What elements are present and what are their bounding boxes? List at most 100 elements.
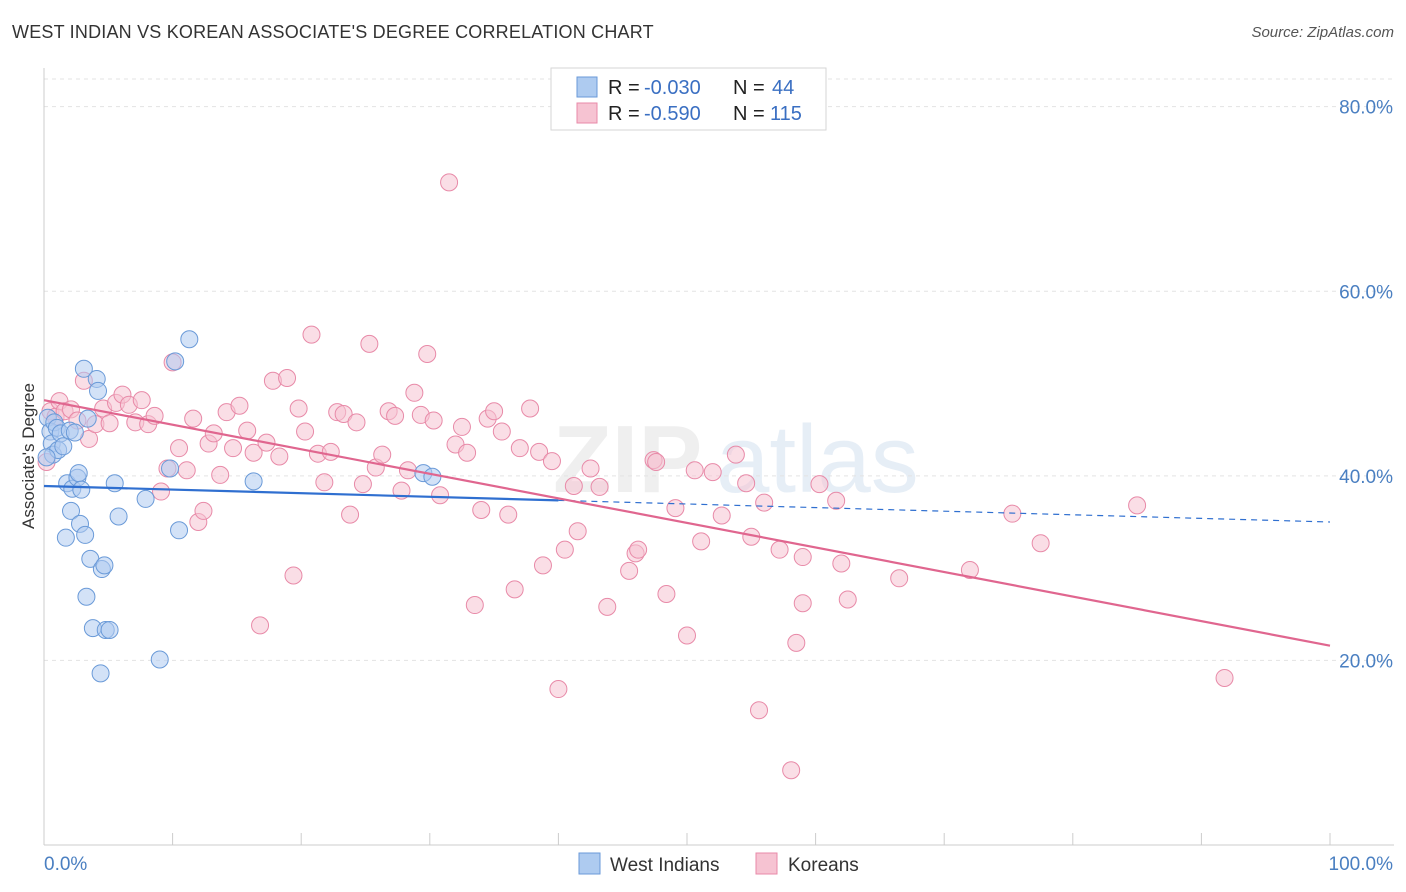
- watermark: ZIP atlas: [553, 406, 919, 513]
- korean-point: [177, 461, 196, 480]
- korean-point: [373, 445, 392, 464]
- korean-point: [568, 522, 587, 541]
- korean-point: [542, 452, 561, 471]
- korean-point: [703, 463, 722, 482]
- west-indian-trend-solid: [43, 484, 559, 502]
- korean-point: [505, 580, 524, 599]
- korean-point: [1031, 534, 1050, 553]
- korean-point: [629, 540, 648, 559]
- watermark-zip: ZIP: [553, 406, 702, 513]
- korean-point: [598, 597, 617, 616]
- bottom-legend-label-koreans: Koreans: [788, 855, 859, 876]
- korean-point: [838, 590, 857, 609]
- west-indian-point: [91, 664, 110, 683]
- korean-point: [341, 505, 360, 524]
- korean-point: [521, 399, 540, 418]
- korean-point: [678, 626, 696, 645]
- korean-point: [492, 422, 511, 441]
- y-tick-label: 40.0%: [1339, 467, 1393, 488]
- korean-point: [347, 413, 366, 432]
- west-indian-point: [95, 556, 114, 575]
- korean-point: [737, 474, 756, 493]
- korean-point: [770, 540, 789, 559]
- korean-point: [510, 439, 529, 458]
- west-indian-point: [244, 472, 263, 491]
- korean-point: [211, 465, 230, 484]
- legend-swatch-west-indians: [576, 76, 598, 98]
- korean-point: [452, 417, 471, 436]
- korean-point: [712, 506, 731, 525]
- korean-point: [440, 173, 459, 192]
- y-axis-tick-labels: 20.0% 40.0% 60.0% 80.0%: [1339, 98, 1393, 673]
- y-tick-label: 20.0%: [1339, 651, 1393, 672]
- korean-point: [289, 399, 308, 418]
- west-indian-point: [170, 521, 189, 540]
- korean-point: [810, 475, 829, 494]
- bottom-legend-label-west-indians: West Indians: [610, 855, 719, 876]
- y-axis-label: Associate's Degree: [19, 383, 38, 529]
- korean-point: [1215, 668, 1234, 687]
- west-indian-point: [89, 381, 108, 400]
- korean-point: [238, 421, 257, 440]
- korean-point: [793, 548, 812, 567]
- korean-point: [533, 556, 552, 575]
- y-tick-label: 80.0%: [1339, 98, 1393, 119]
- bottom-legend-swatch-west-indians: [578, 852, 601, 875]
- korean-point: [334, 405, 353, 424]
- legend-r-value-1: -0.030: [644, 77, 701, 99]
- korean-point: [170, 439, 189, 458]
- korean-point: [787, 633, 806, 652]
- korean-point: [590, 477, 609, 496]
- legend-n-value-2: 115: [770, 103, 802, 125]
- korean-point: [152, 482, 171, 501]
- korean-point: [360, 334, 379, 353]
- korean-point: [353, 475, 372, 494]
- y-tick-label: 60.0%: [1339, 282, 1393, 303]
- west-indian-point: [100, 620, 119, 639]
- korean-points: [37, 173, 1234, 780]
- legend-r-value-2: -0.590: [644, 103, 701, 125]
- west-indian-point: [62, 501, 81, 520]
- west-indian-point: [76, 525, 95, 544]
- korean-point: [555, 540, 574, 559]
- x-axis-ticks: [43, 833, 1331, 845]
- korean-point: [224, 439, 243, 458]
- chart-title: WEST INDIAN VS KOREAN ASSOCIATE'S DEGREE…: [12, 22, 654, 42]
- west-indian-point: [180, 330, 199, 349]
- source-label: Source: ZipAtlas.com: [1251, 24, 1394, 41]
- korean-point: [315, 473, 334, 492]
- legend-r-label-2: R =: [608, 103, 640, 125]
- korean-point: [782, 761, 801, 780]
- korean-point: [890, 569, 909, 588]
- west-indian-point: [109, 507, 128, 526]
- korean-point: [657, 584, 676, 603]
- x-tick-label-max: 100.0%: [1329, 854, 1394, 875]
- korean-point: [278, 369, 297, 388]
- korean-trend: [43, 399, 1331, 647]
- west-indian-trend-dashed: [558, 499, 1331, 523]
- korean-point: [284, 566, 303, 585]
- korean-point: [499, 505, 518, 524]
- west-indian-points: [37, 330, 442, 683]
- x-tick-label-min: 0.0%: [44, 854, 87, 875]
- trend-lines: [43, 399, 1331, 647]
- correlation-legend: R = -0.030 N = 44 R = -0.590 N = 115: [550, 67, 827, 131]
- watermark-atlas: atlas: [716, 406, 919, 513]
- korean-point: [793, 594, 812, 613]
- korean-point: [750, 701, 769, 720]
- west-indian-point: [74, 359, 93, 378]
- korean-point: [465, 596, 484, 615]
- korean-point: [302, 325, 321, 344]
- korean-point: [827, 491, 846, 510]
- korean-point: [100, 414, 119, 433]
- korean-point: [832, 554, 851, 573]
- west-indian-point: [37, 448, 56, 467]
- west-indian-point: [150, 650, 169, 669]
- korean-point: [458, 443, 477, 462]
- korean-point: [1128, 496, 1147, 515]
- legend-n-value-1: 44: [772, 77, 794, 99]
- korean-point: [230, 396, 249, 415]
- west-indian-point: [423, 467, 442, 486]
- korean-point: [960, 560, 979, 579]
